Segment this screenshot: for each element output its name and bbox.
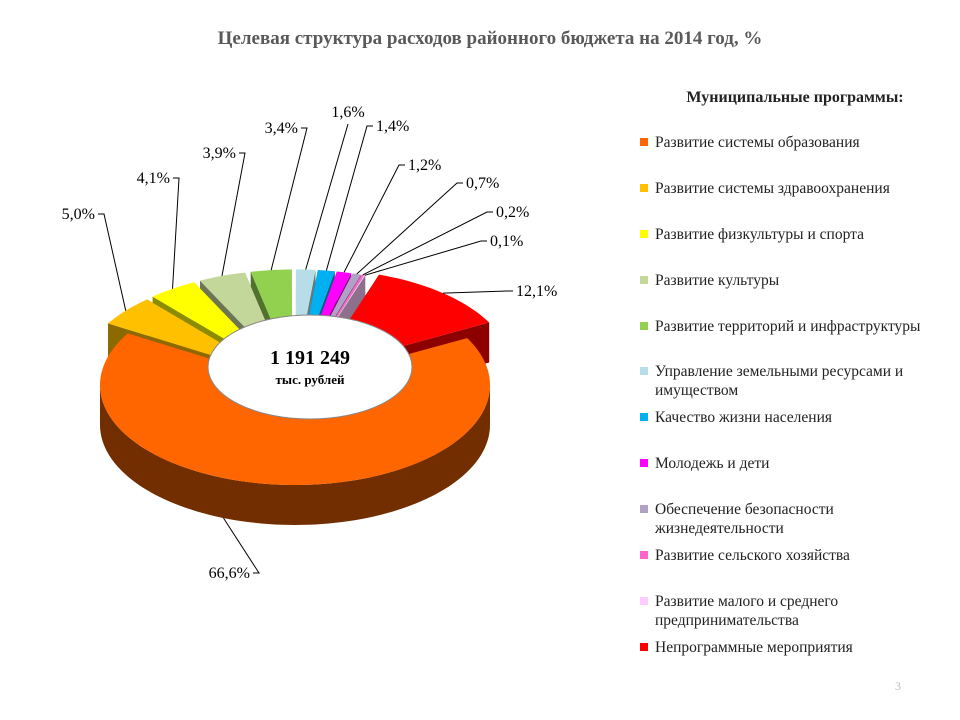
legend-entry: Непрограммные мероприятия bbox=[640, 638, 940, 657]
legend-entry: Развитие физкультуры и спорта bbox=[640, 225, 940, 244]
data-label: 66,6% bbox=[209, 565, 250, 582]
legend-label: Развитие сельского хозяйства bbox=[655, 547, 850, 564]
data-label: 4,1% bbox=[137, 170, 170, 187]
leader-line bbox=[364, 240, 487, 276]
legend-swatch bbox=[640, 322, 648, 330]
leader-line bbox=[356, 182, 463, 275]
data-label: 5,0% bbox=[62, 206, 95, 223]
data-label: 1,4% bbox=[376, 118, 409, 135]
leader-line bbox=[221, 152, 246, 276]
legend-label: Управление земельными ресурсами и имущес… bbox=[655, 363, 904, 399]
chart-title: Целевая структура расходов районного бюд… bbox=[218, 28, 763, 49]
legend-swatch bbox=[640, 643, 648, 651]
legend-entry: Развитие территорий и инфраструктуры bbox=[640, 317, 940, 336]
legend-swatch bbox=[640, 230, 648, 238]
legend-entry: Развитие системы образования bbox=[640, 133, 940, 152]
legend-swatch bbox=[640, 184, 648, 192]
center-disc bbox=[207, 314, 413, 420]
legend-entry: Развитие культуры bbox=[640, 271, 940, 290]
center-value: 1 191 249 bbox=[270, 347, 350, 369]
legend-label: Качество жизни населения bbox=[655, 409, 832, 426]
legend-label: Обеспечение безопасности жизнедеятельнос… bbox=[655, 501, 834, 537]
data-label: 3,4% bbox=[265, 120, 298, 137]
leader-line bbox=[305, 123, 349, 270]
legend-label: Развитие малого и среднего предпринимате… bbox=[655, 593, 839, 629]
leader-line bbox=[343, 164, 405, 273]
legend-swatch bbox=[640, 505, 648, 513]
leader-line bbox=[443, 290, 513, 294]
legend-title: Муниципальные программы: bbox=[686, 89, 903, 106]
legend-label: Развитие территорий и инфраструктуры bbox=[655, 318, 921, 335]
data-label: 3,9% bbox=[203, 145, 236, 162]
data-label: 0,1% bbox=[490, 233, 523, 250]
legend-swatch bbox=[640, 276, 648, 284]
leader-line bbox=[270, 127, 308, 271]
leader-line bbox=[98, 213, 127, 311]
data-label: 0,2% bbox=[496, 204, 529, 221]
legend-entry: Развитие сельского хозяйства bbox=[640, 546, 940, 565]
leader-line bbox=[325, 125, 373, 271]
legend-swatch bbox=[640, 459, 648, 467]
legend-entry: Качество жизни населения bbox=[640, 408, 940, 427]
legend-entry: Развитие системы здравоохранения bbox=[640, 179, 940, 198]
data-label: 1,2% bbox=[408, 157, 441, 174]
legend-label: Развитие системы здравоохранения bbox=[655, 180, 890, 197]
leader-line bbox=[223, 517, 260, 574]
legend-label: Развитие системы образования bbox=[655, 134, 860, 151]
legend-entry: Управление земельными ресурсами и имущес… bbox=[640, 362, 940, 400]
data-label: 0,7% bbox=[466, 175, 499, 192]
data-label: 12,1% bbox=[516, 283, 557, 300]
legend-entry: Молодежь и дети bbox=[640, 454, 940, 473]
legend-label: Развитие культуры bbox=[655, 272, 780, 289]
leader-line bbox=[362, 211, 493, 276]
legend-label: Непрограммные мероприятия bbox=[655, 639, 853, 656]
legend-swatch bbox=[640, 597, 648, 605]
legend-swatch bbox=[640, 413, 648, 421]
legend-swatch bbox=[640, 367, 648, 375]
center-unit: тыс. рублей bbox=[276, 372, 345, 387]
page-number: 3 bbox=[895, 679, 901, 693]
legend-label: Развитие физкультуры и спорта bbox=[655, 226, 864, 243]
legend-label: Молодежь и дети bbox=[655, 455, 770, 472]
data-label: 1,6% bbox=[331, 104, 364, 121]
leader-line bbox=[172, 177, 180, 289]
slice-side bbox=[100, 385, 490, 525]
legend-entry: Развитие малого и среднего предпринимате… bbox=[640, 592, 940, 630]
legend-swatch bbox=[640, 138, 648, 146]
legend-swatch bbox=[640, 551, 648, 559]
legend-entry: Обеспечение безопасности жизнедеятельнос… bbox=[640, 500, 940, 538]
